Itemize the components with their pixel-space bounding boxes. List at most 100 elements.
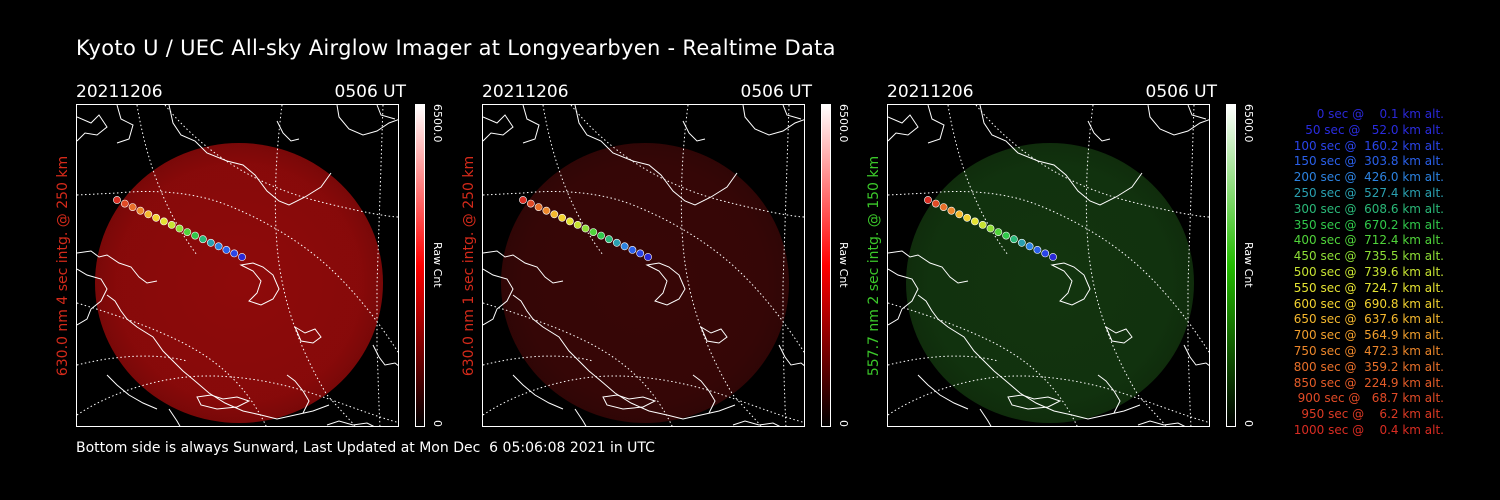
coastline (77, 250, 158, 284)
trajectory-point (589, 228, 598, 236)
airglow-panel-3: 20211206 0506 UT 557.7 nm 2 sec intg. @ … (866, 80, 1287, 440)
trajectory-point (128, 203, 137, 211)
trajectory-point (955, 210, 964, 219)
coastline (927, 105, 945, 144)
trajectory-point (191, 231, 199, 240)
panel-date: 20211206 (887, 82, 974, 102)
latlon-gridline (376, 105, 384, 426)
panel-ylabel: 630.0 nm 1 sec intg. @ 250 km (458, 104, 480, 427)
coastline (1087, 120, 1111, 142)
panel-time: 0506 UT (1145, 82, 1218, 102)
allsky-image (887, 104, 1210, 427)
coastline (512, 294, 736, 420)
coastline (574, 105, 738, 206)
panel-time: 0506 UT (740, 82, 813, 102)
legend-row: 0 sec @ 0.1 km alt. (1316, 107, 1444, 121)
legend-row: 850 sec @ 224.9 km alt. (1293, 375, 1444, 390)
trajectory-point (113, 196, 121, 204)
trajectory-point (628, 245, 637, 254)
allsky-image (76, 104, 399, 427)
coastline (888, 114, 919, 142)
legend-row: 750 sec @ 472.3 km alt. (1293, 343, 1444, 358)
coastline (239, 262, 280, 306)
trajectory-point (526, 199, 535, 208)
trajectory-point (144, 210, 153, 219)
legend-row: 200 sec @ 426.0 km alt. (1293, 170, 1444, 185)
colorbar-max-text: 6500.0 (1242, 104, 1255, 143)
colorbar-min-text: 0 (837, 420, 850, 427)
panel-ylabel-text: 630.0 nm 4 sec intg. @ 250 km (55, 155, 71, 376)
coastline (888, 250, 969, 284)
colorbar-min-text: 0 (431, 420, 444, 427)
colorbar (415, 104, 425, 427)
trajectory-point (542, 206, 551, 215)
colorbar (821, 104, 831, 427)
latlon-gridline (274, 105, 356, 426)
coastline (77, 268, 108, 326)
trajectory-point (1041, 249, 1050, 258)
page-title: Kyoto U / UEC All-sky Airglow Imager at … (76, 36, 836, 60)
coastline (376, 105, 396, 120)
coastline (106, 374, 158, 410)
latlon-gridline (136, 105, 198, 256)
latlon-gridline (888, 375, 1209, 423)
coastline (692, 374, 716, 414)
coastline (326, 420, 375, 426)
coastline (979, 408, 992, 426)
coastline (196, 394, 251, 410)
trajectory-point (230, 249, 239, 258)
trajectory-point (939, 203, 948, 211)
coastline (917, 294, 1141, 420)
latlon-gridline (483, 191, 804, 353)
trajectory-point (175, 224, 184, 233)
legend-row: 650 sec @ 637.6 km alt. (1293, 312, 1444, 327)
airglow-panel-2: 20211206 0506 UT 630.0 nm 1 sec intg. @ … (461, 80, 882, 440)
coastline (286, 374, 310, 414)
trajectory-point (214, 242, 223, 251)
trajectory-point (1010, 235, 1018, 244)
latlon-gridline (483, 375, 804, 423)
legend-row: 100 sec @ 160.2 km alt. (1293, 138, 1444, 153)
latlon-gridline (77, 375, 398, 423)
trajectory-point (222, 245, 231, 254)
legend-row: 350 sec @ 670.2 km alt. (1293, 217, 1444, 232)
coastline (1183, 344, 1209, 367)
legend-row: 400 sec @ 712.4 km alt. (1293, 233, 1444, 248)
trajectory-point (152, 213, 160, 222)
coastline (917, 374, 969, 410)
trajectory-point (238, 253, 246, 261)
legend-row: 700 sec @ 564.9 km alt. (1293, 328, 1444, 343)
trajectory-point (931, 199, 940, 208)
trajectory-point (558, 213, 566, 222)
legend-row: 150 sec @ 303.8 km alt. (1293, 154, 1444, 169)
trajectory-point (160, 217, 168, 226)
colorbar-max-text: 6500.0 (837, 104, 850, 143)
airglow-field (95, 143, 383, 423)
latlon-gridline (888, 191, 1209, 353)
trajectory-point (947, 206, 956, 215)
colorbar (1226, 104, 1236, 427)
legend-row: 250 sec @ 527.4 km alt. (1293, 185, 1444, 200)
trajectory-point (136, 206, 145, 215)
trajectory-point (971, 217, 979, 226)
coastline (168, 105, 332, 206)
panel-ylabel: 630.0 nm 4 sec intg. @ 250 km (52, 104, 74, 427)
coastline (483, 268, 514, 326)
panel-date: 20211206 (76, 82, 163, 102)
coastline (682, 120, 706, 142)
coastline (602, 394, 657, 410)
trajectory-point (519, 196, 527, 204)
trajectory-point (978, 221, 987, 229)
coastline (522, 105, 540, 144)
trajectory-point (644, 253, 652, 261)
trajectory-point (605, 235, 613, 244)
trajectory-point (206, 238, 215, 247)
trajectory-point (120, 199, 129, 208)
coastline (336, 105, 398, 136)
latlon-gridline (680, 105, 762, 426)
trajectory-point (994, 228, 1003, 236)
coastline (782, 105, 802, 120)
trajectory-point (573, 221, 582, 229)
trajectory-point (986, 224, 995, 233)
coastline (372, 344, 398, 367)
